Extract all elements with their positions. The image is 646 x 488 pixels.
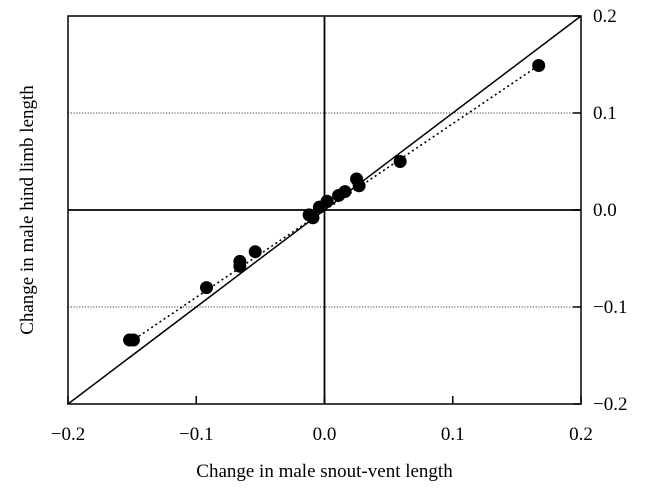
data-point <box>393 155 407 168</box>
x-tick-label: 0.2 <box>569 424 593 445</box>
data-point <box>320 194 334 208</box>
x-tick-labels: −0.2 −0.1 0.0 0.1 0.2 <box>51 424 593 445</box>
y-tick-label: −0.2 <box>593 394 627 415</box>
x-axis-label: Change in male snout-vent length <box>196 461 453 482</box>
data-point <box>248 245 262 259</box>
y-tick-label: 0.1 <box>593 103 617 124</box>
y-axis-label: Change in male hind limb length <box>17 85 38 335</box>
axis-ticks <box>67 15 582 405</box>
data-points <box>123 58 546 347</box>
y-tick-labels: −0.2 −0.1 0.0 0.1 0.2 <box>593 6 627 415</box>
data-point <box>200 281 214 295</box>
data-point <box>338 185 352 199</box>
data-point <box>532 58 546 72</box>
x-tick-label: −0.2 <box>51 424 85 445</box>
data-point <box>126 333 140 347</box>
fit-line <box>134 64 540 340</box>
data-point <box>233 254 247 268</box>
data-point <box>352 179 366 193</box>
x-tick-label: 0.1 <box>441 424 465 445</box>
y-tick-label: 0.0 <box>593 200 617 221</box>
fit-line-group <box>134 64 540 340</box>
y-tick-label: −0.1 <box>593 297 627 318</box>
data-point <box>306 211 320 225</box>
x-tick-label: −0.1 <box>179 424 213 445</box>
y-tick-label: 0.2 <box>593 6 617 27</box>
x-tick-label: 0.0 <box>313 424 337 445</box>
